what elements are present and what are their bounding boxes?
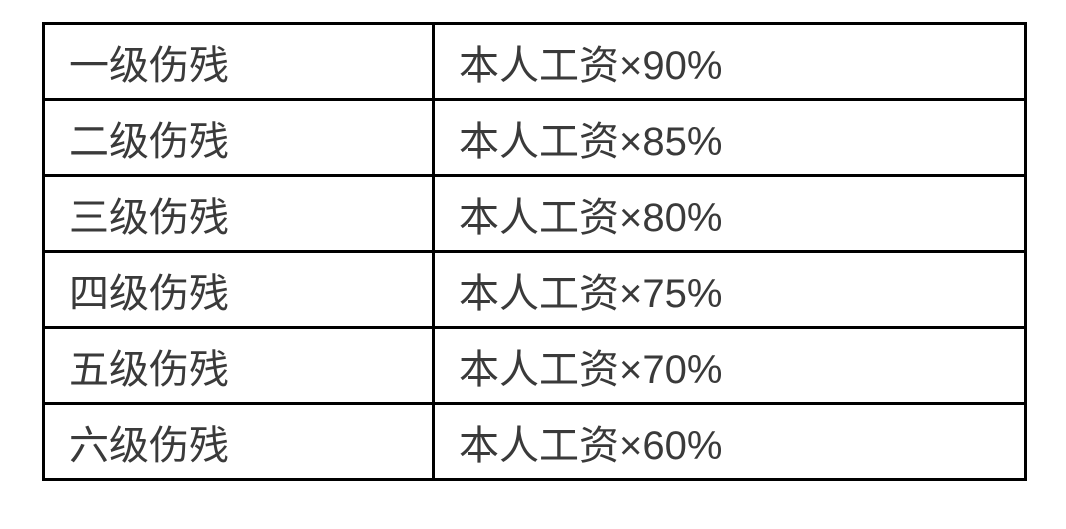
table-row: 二级伤残 本人工资×85% <box>44 100 1026 176</box>
table-row: 五级伤残 本人工资×70% <box>44 328 1026 404</box>
table-row: 四级伤残 本人工资×75% <box>44 252 1026 328</box>
table-row: 六级伤残 本人工资×60% <box>44 404 1026 480</box>
cell-level: 二级伤残 <box>44 100 434 176</box>
cell-level: 一级伤残 <box>44 24 434 100</box>
cell-level: 三级伤残 <box>44 176 434 252</box>
cell-formula: 本人工资×85% <box>434 100 1026 176</box>
cell-formula: 本人工资×80% <box>434 176 1026 252</box>
cell-level: 六级伤残 <box>44 404 434 480</box>
table-row: 一级伤残 本人工资×90% <box>44 24 1026 100</box>
cell-level: 四级伤残 <box>44 252 434 328</box>
disability-allowance-table: 一级伤残 本人工资×90% 二级伤残 本人工资×85% 三级伤残 本人工资×80… <box>42 22 1027 481</box>
cell-level: 五级伤残 <box>44 328 434 404</box>
cell-formula: 本人工资×60% <box>434 404 1026 480</box>
table-row: 三级伤残 本人工资×80% <box>44 176 1026 252</box>
cell-formula: 本人工资×75% <box>434 252 1026 328</box>
cell-formula: 本人工资×70% <box>434 328 1026 404</box>
cell-formula: 本人工资×90% <box>434 24 1026 100</box>
